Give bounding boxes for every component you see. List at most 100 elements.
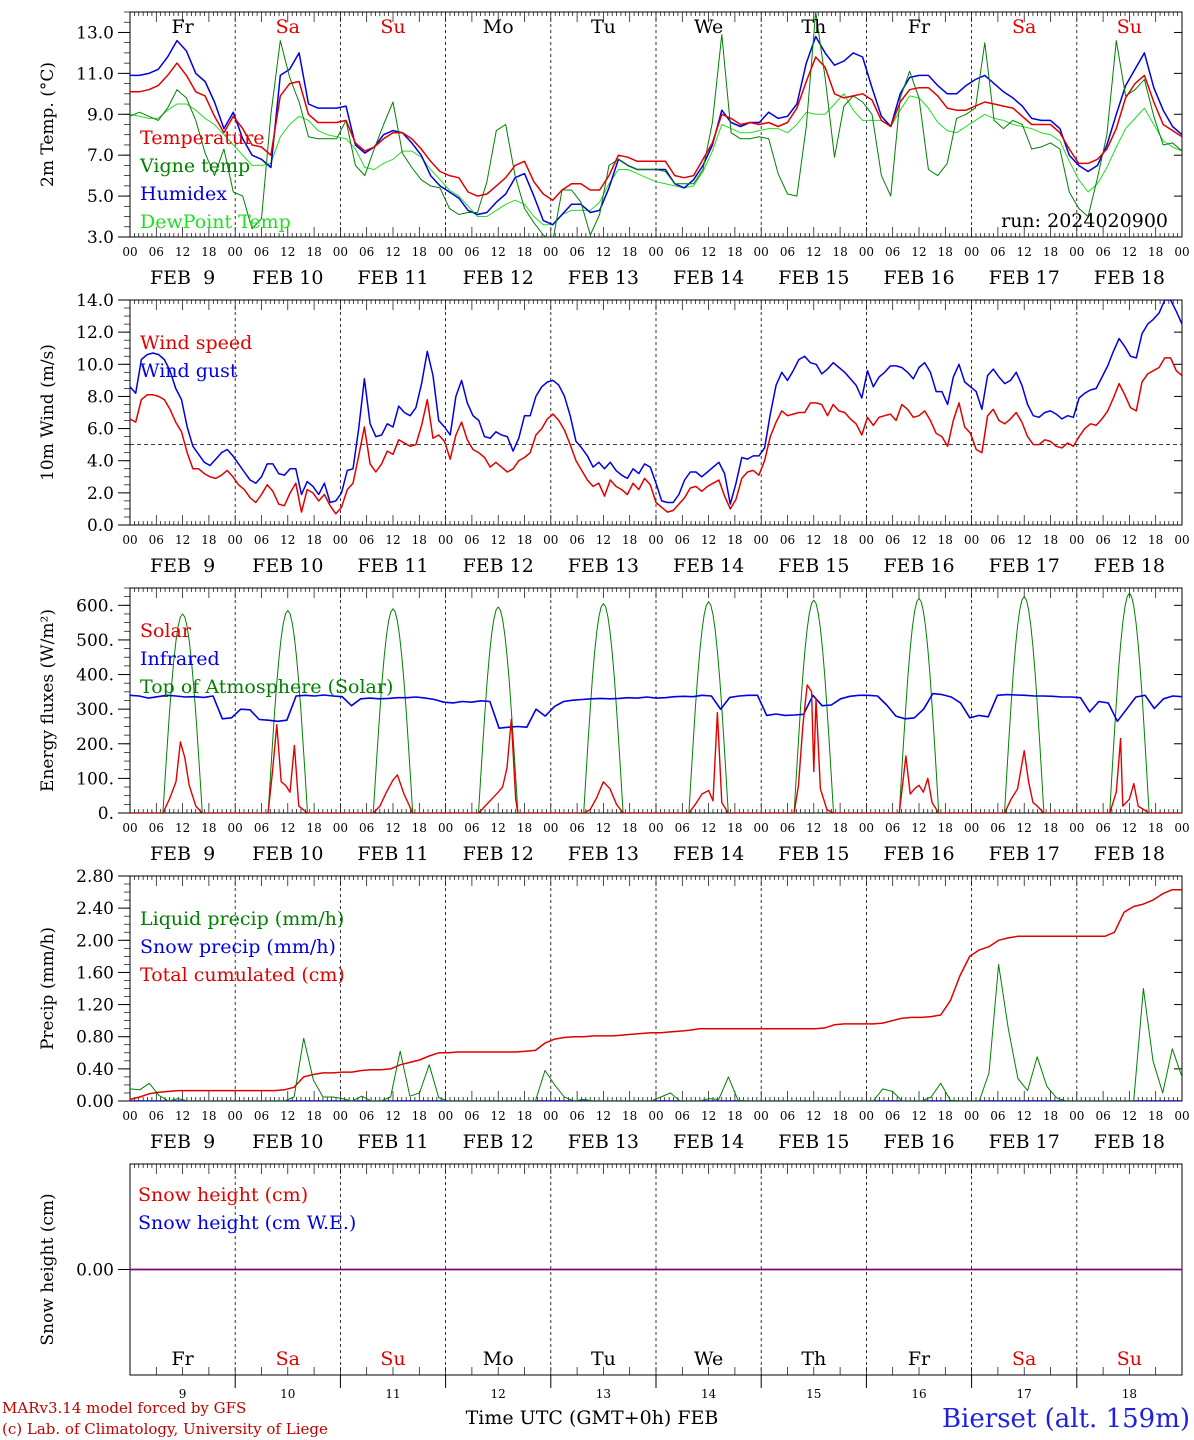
date-label: FEB 14 <box>673 843 744 865</box>
hour-labels: 00 06 12 18 00 06 12 18 00 06 12 18 00 06 12 18 00 06 12 18… <box>122 533 1189 547</box>
run-label: run: 2024020900 <box>1001 210 1168 232</box>
hour-label: 12 <box>175 533 190 547</box>
y-tick-label: 1.20 <box>76 996 114 1016</box>
weekday-label: Fr <box>908 16 931 38</box>
day-number-label: 14 <box>701 1387 717 1401</box>
weekday-label: Su <box>380 16 405 38</box>
y-axis-label: Energy fluxes (W/m²) <box>38 609 58 792</box>
hour-label: 18 <box>412 245 427 259</box>
hour-label: 06 <box>675 1109 690 1123</box>
hour-label: 12 <box>911 533 926 547</box>
weekday-label: Fr <box>171 1348 194 1370</box>
date-label: FEB 18 <box>1094 1131 1165 1153</box>
hour-label: 06 <box>1095 245 1110 259</box>
hour-label: 12 <box>596 533 611 547</box>
plot-frame <box>129 299 1183 526</box>
series-dewpoint-temp <box>130 93 1182 226</box>
hour-label: 18 <box>727 1109 742 1123</box>
hour-label: 06 <box>885 1109 900 1123</box>
hour-label: 00 <box>1069 1109 1084 1123</box>
hour-label: 12 <box>280 821 295 835</box>
hour-label: 18 <box>201 245 216 259</box>
hour-label: 00 <box>859 1109 874 1123</box>
hour-label: 00 <box>1069 245 1084 259</box>
hour-label: 12 <box>806 533 821 547</box>
date-label: FEB 17 <box>989 1131 1060 1153</box>
hour-label: 18 <box>517 821 532 835</box>
hour-label: 06 <box>675 245 690 259</box>
hour-label: 06 <box>990 1109 1005 1123</box>
y-tick-label: 11.0 <box>76 64 114 84</box>
hour-label: 18 <box>412 821 427 835</box>
hour-label: 06 <box>1095 821 1110 835</box>
hour-label: 18 <box>938 1109 953 1123</box>
hour-label: 12 <box>806 245 821 259</box>
hour-label: 12 <box>491 821 506 835</box>
hour-labels: 00 06 12 18 00 06 12 18 00 06 12 18 00 06 12 18 00 06 12 18… <box>122 245 1189 259</box>
hour-ticks <box>129 1164 1183 1375</box>
hour-label: 12 <box>806 821 821 835</box>
y-axis-label: 2m Temp. (°C) <box>38 62 58 187</box>
hour-label: 12 <box>175 1109 190 1123</box>
hour-label: 06 <box>359 821 374 835</box>
hour-label: 06 <box>780 821 795 835</box>
station-name: Bierset (alt. 159m) <box>942 1404 1190 1434</box>
y-tick-label: 0.80 <box>76 1028 114 1048</box>
hour-label: 06 <box>1095 533 1110 547</box>
hour-label: 06 <box>254 1109 269 1123</box>
weekday-label: Su <box>1117 1348 1142 1370</box>
date-label: FEB 9 <box>150 843 215 865</box>
hour-label: 00 <box>1174 1109 1189 1123</box>
date-label: FEB 9 <box>150 267 215 289</box>
hour-label: 18 <box>832 821 847 835</box>
hour-label: 12 <box>280 245 295 259</box>
hour-label: 00 <box>648 821 663 835</box>
weekday-label: Fr <box>908 1348 931 1370</box>
hour-label: 18 <box>306 533 321 547</box>
hour-label: 18 <box>727 245 742 259</box>
date-label: FEB 16 <box>883 267 954 289</box>
series-group <box>130 12 1182 237</box>
hour-label: 12 <box>385 533 400 547</box>
hour-label: 00 <box>648 245 663 259</box>
hour-label: 00 <box>438 533 453 547</box>
hour-label: 00 <box>754 1109 769 1123</box>
day-number-label: 16 <box>911 1387 926 1401</box>
hour-label: 18 <box>306 821 321 835</box>
date-label: FEB 9 <box>150 1131 215 1153</box>
legend-entry: Wind speed <box>140 332 252 354</box>
hour-label: 00 <box>333 245 348 259</box>
hour-labels: 00 06 12 18 00 06 12 18 00 06 12 18 00 06 12 18 00 06 12 18… <box>122 821 1189 835</box>
hour-label: 06 <box>569 245 584 259</box>
legend-entry: Snow precip (mm/h) <box>140 936 336 958</box>
y-tick-label: 13.0 <box>76 23 114 43</box>
hour-label: 00 <box>333 533 348 547</box>
hour-label: 18 <box>1148 821 1163 835</box>
hour-label: 00 <box>228 533 243 547</box>
hour-label: 06 <box>675 821 690 835</box>
y-tick-label: 9.0 <box>87 105 114 125</box>
date-label: FEB 10 <box>252 555 323 577</box>
hour-label: 00 <box>228 1109 243 1123</box>
hour-label: 06 <box>464 821 479 835</box>
hour-label: 00 <box>333 1109 348 1123</box>
date-label: FEB 10 <box>252 1131 323 1153</box>
hour-label: 00 <box>122 1109 137 1123</box>
hour-label: 18 <box>1148 245 1163 259</box>
weekday-label: Sa <box>1012 1348 1036 1370</box>
hour-label: 00 <box>648 533 663 547</box>
day-number-label: 10 <box>280 1387 295 1401</box>
hour-label: 06 <box>254 245 269 259</box>
x-axis-title: Time UTC (GMT+0h) FEB <box>466 1407 719 1429</box>
hour-label: 00 <box>754 821 769 835</box>
weekday-label: Tu <box>591 16 616 38</box>
y-tick-label: 10.0 <box>76 355 114 375</box>
date-label: FEB 18 <box>1094 555 1165 577</box>
y-tick-label: 7.0 <box>87 146 114 166</box>
hour-label: 00 <box>648 1109 663 1123</box>
hour-label: 12 <box>385 821 400 835</box>
hour-label: 06 <box>464 245 479 259</box>
hour-label: 00 <box>1174 245 1189 259</box>
date-label: FEB 14 <box>673 555 744 577</box>
date-label: FEB 14 <box>673 267 744 289</box>
